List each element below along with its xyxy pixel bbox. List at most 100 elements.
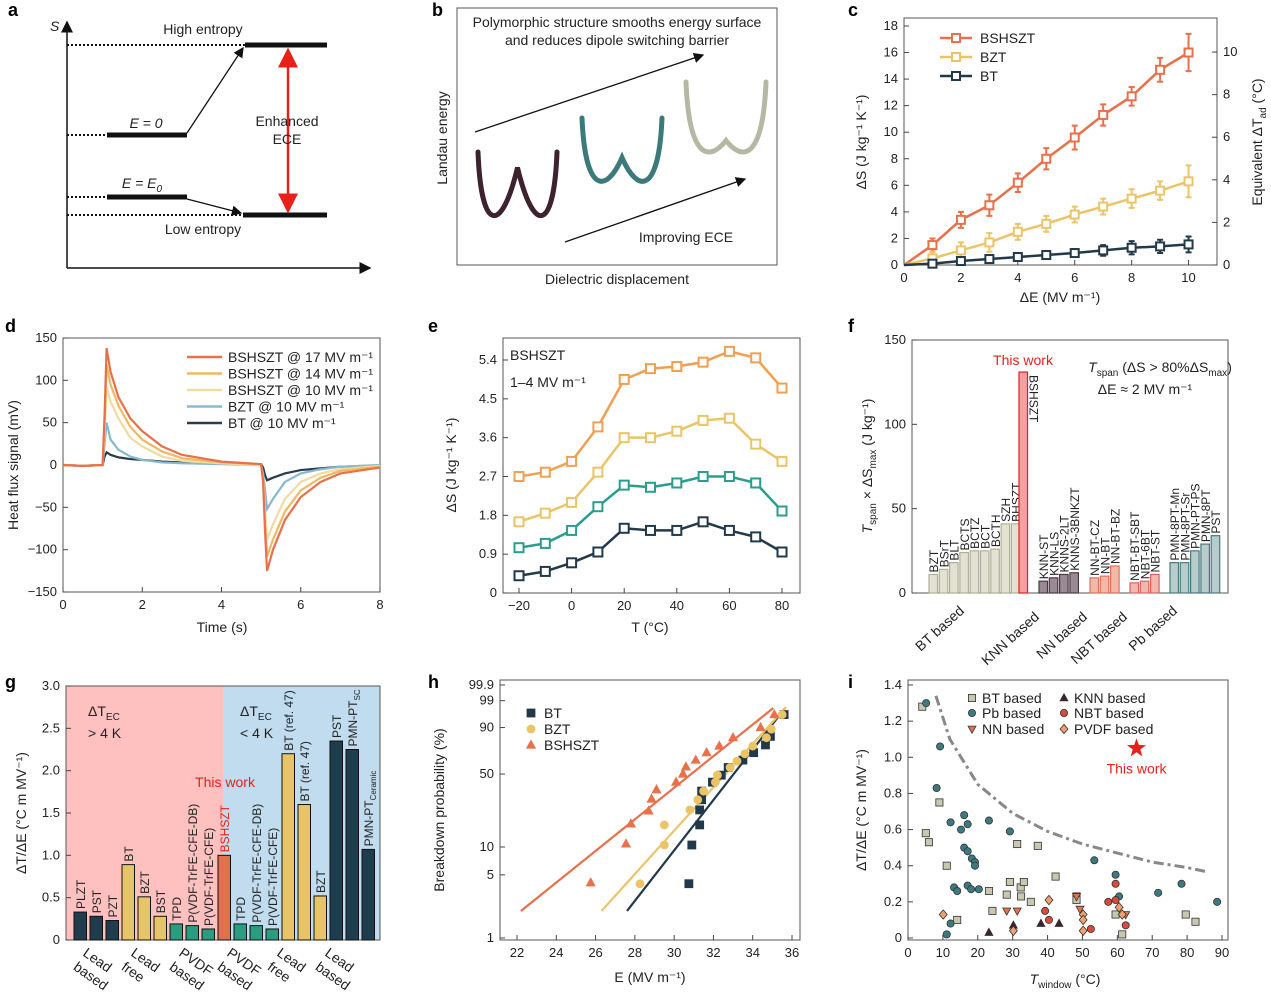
data-point <box>955 245 966 256</box>
bar <box>948 562 959 594</box>
x-tick-label: 6 <box>297 597 304 612</box>
data-point <box>1118 930 1127 939</box>
y-tick-label: 4 <box>1223 172 1230 187</box>
y-tick-label: −150 <box>28 584 57 599</box>
panel-b-landau-diagram: Polymorphic structure smooths energy sur… <box>434 7 778 287</box>
y-tick-label: 5.4 <box>479 352 497 367</box>
bar-label: PST <box>330 714 344 738</box>
data-point <box>1114 901 1124 913</box>
x-tick-label: 40 <box>670 598 684 613</box>
data-point <box>1033 841 1042 850</box>
data-point <box>750 531 762 543</box>
data-point <box>659 820 669 830</box>
material-annotation: BSHSZT <box>510 347 566 363</box>
data-point <box>1078 925 1088 937</box>
data-point <box>1177 879 1186 888</box>
region-condition: > 4 K <box>88 725 122 741</box>
y-tick-label: 18 <box>884 18 898 33</box>
bar-label: PMN-PTSC <box>346 689 362 746</box>
y-tick-label: 0 <box>53 932 60 947</box>
legend-label: BSHSZT @ 10 MV m⁻¹ <box>228 382 373 398</box>
y-tick-label: 100 <box>884 416 906 431</box>
bar <box>73 911 87 941</box>
data-point <box>727 732 739 742</box>
data-point <box>697 516 709 528</box>
x-tick-label: 8 <box>376 597 383 612</box>
dielectric-displacement-label: Dielectric displacement <box>545 271 689 287</box>
data-point <box>1069 132 1080 143</box>
legend-marker <box>1060 709 1069 718</box>
data-point <box>776 505 788 517</box>
data-point <box>1017 892 1026 901</box>
bar <box>1000 523 1011 594</box>
panel-letter-b: b <box>432 0 443 20</box>
panel-f-chart: 050100150BZTBSrTBLTBCTSBCTZBCTBCTHSZHBHS… <box>859 332 1232 668</box>
bar <box>1089 577 1100 594</box>
data-point <box>984 200 995 211</box>
data-point <box>1154 888 1163 897</box>
data-point <box>513 471 525 482</box>
x-tick-label: 2 <box>957 270 964 285</box>
bar-label: BCTH <box>989 514 1003 547</box>
data-point <box>1012 226 1023 237</box>
data-point <box>1075 905 1085 915</box>
data-point <box>701 747 712 757</box>
bar-label: BCT <box>979 524 993 549</box>
bar <box>969 550 980 594</box>
data-point <box>671 360 683 372</box>
bar-label: PZT <box>106 894 120 917</box>
x-axis-label: E (MV m⁻¹) <box>614 969 685 985</box>
bar <box>265 928 279 941</box>
x-tick-label: 36 <box>785 945 799 960</box>
data-point <box>695 820 705 830</box>
data-point <box>1155 185 1166 196</box>
data-point <box>566 557 578 569</box>
x-tick-label: 6 <box>1071 270 1078 285</box>
data-point <box>776 382 788 394</box>
data-point <box>1098 245 1109 256</box>
data-point <box>1005 827 1014 836</box>
data-point <box>513 516 525 528</box>
bar <box>281 753 295 941</box>
y-tick-label: 0.6 <box>884 822 902 837</box>
data-point <box>1013 840 1022 849</box>
series-line <box>62 347 381 572</box>
data-point <box>1051 872 1060 881</box>
bar <box>1048 577 1059 594</box>
data-point <box>1183 176 1194 187</box>
data-point <box>1012 177 1023 188</box>
data-point <box>659 840 669 850</box>
data-point <box>690 754 701 764</box>
legend-label: BT @ 10 MV m⁻¹ <box>228 415 336 431</box>
bar-label: PST <box>90 889 104 913</box>
data-point <box>1090 856 1099 865</box>
y-tick-label: 6 <box>891 177 898 192</box>
bar-label: BZT <box>138 870 152 893</box>
data-point <box>932 784 941 793</box>
this-work-star-icon <box>1127 738 1147 757</box>
data-point <box>766 724 776 734</box>
s-axis-label: S <box>50 18 60 34</box>
data-point <box>1111 896 1120 905</box>
y-tick-label: 50 <box>480 766 494 781</box>
bar <box>89 915 103 941</box>
data-point <box>539 466 551 478</box>
data-point <box>625 818 637 828</box>
panel-letter-i: i <box>848 672 853 692</box>
y-tick-label: 90 <box>480 720 494 735</box>
bar <box>185 925 199 941</box>
x-axis-label: Twindow (°C) <box>1030 971 1101 991</box>
bar <box>1018 371 1029 594</box>
data-point <box>953 887 962 896</box>
data-point <box>927 258 938 269</box>
panel-e-chart: −20 0 20 40 60 80 0 0.9 1.8 2.7 3.6 4.5 5.4 BSHSZT 1–4… <box>443 337 801 635</box>
data-point <box>946 919 955 928</box>
x-tick-label: 40 <box>1040 945 1054 960</box>
panel-letter-c: c <box>848 0 858 20</box>
data-point <box>539 507 551 519</box>
data-point <box>1002 890 1011 899</box>
y-tick-label: 0 <box>891 257 898 272</box>
data-point <box>1117 909 1127 920</box>
data-point <box>723 471 735 482</box>
data-point <box>1155 241 1166 252</box>
